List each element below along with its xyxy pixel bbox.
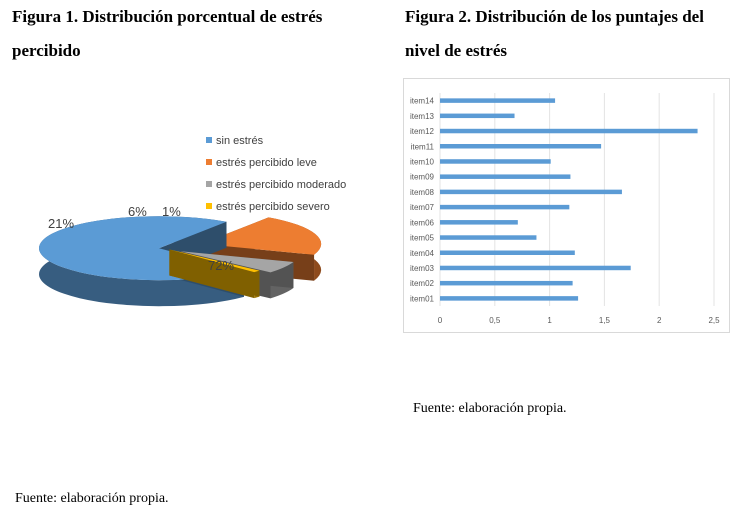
- figure2-source: Fuente: elaboración propia.: [413, 401, 567, 416]
- legend-swatch-3: [206, 181, 212, 187]
- legend-label-3: estrés percibido moderado: [216, 179, 346, 191]
- bar-item09: [440, 174, 571, 179]
- y-tick-label-item07: item07: [410, 203, 435, 212]
- x-tick-label-4: 2: [657, 316, 662, 325]
- x-tick-label-2: 1: [547, 316, 552, 325]
- pie-label-4: 1%: [162, 204, 181, 219]
- pie-label-2: 21%: [48, 216, 74, 231]
- figure1-title: Figura 1. Distribución porcentual de est…: [12, 7, 323, 60]
- bar-item11: [440, 144, 602, 149]
- y-tick-label-item01: item01: [410, 294, 435, 303]
- legend-swatch-4: [206, 203, 212, 209]
- bar-chart: 0 0,5 1 1,5 2 2,5 item01 item02 item03 item04 item…: [410, 93, 720, 325]
- bar-item05: [440, 235, 537, 240]
- legend-swatch-2: [206, 159, 212, 165]
- bar-item06: [440, 220, 518, 225]
- bar-item02: [440, 280, 573, 286]
- bar-item14: [440, 98, 556, 103]
- figure1-source: Fuente: elaboración propia.: [15, 491, 169, 506]
- legend-label-2: estrés percibido leve: [216, 157, 317, 169]
- y-tick-label-item02: item02: [410, 279, 435, 288]
- y-tick-label-item03: item03: [410, 264, 435, 273]
- y-tick-label-item09: item09: [410, 173, 435, 182]
- pie-label-3: 6%: [128, 204, 147, 219]
- x-tick-label-1: 0,5: [489, 316, 501, 325]
- bar-item04: [440, 250, 575, 255]
- legend-label-4: estrés percibido severo: [216, 201, 330, 213]
- legend-swatch-1: [206, 137, 212, 143]
- pie-chart: 72% 21% 6% 1% sin estrés estrés percibido lev…: [39, 135, 346, 307]
- y-tick-label-item06: item06: [410, 218, 435, 227]
- y-tick-label-item12: item12: [410, 127, 435, 136]
- legend-label-1: sin estrés: [216, 135, 264, 147]
- bar-item10: [440, 159, 551, 164]
- y-tick-label-item10: item10: [410, 157, 435, 166]
- bar-item03: [440, 265, 631, 271]
- bar-item13: [440, 113, 515, 119]
- y-tick-label-item13: item13: [410, 112, 435, 121]
- y-tick-label-item05: item05: [410, 234, 435, 243]
- x-tick-label-3: 1,5: [599, 316, 611, 325]
- y-tick-label-item11: item11: [411, 142, 435, 151]
- y-tick-label-item14: item14: [410, 97, 435, 106]
- figure2-title: Figura 2. Distribución de los puntajes d…: [405, 7, 704, 60]
- bar-item12: [440, 128, 698, 134]
- bar-chart-frame: 0 0,5 1 1,5 2 2,5 item01 item02 item03 item04 item…: [403, 78, 730, 333]
- x-tick-label-0: 0: [438, 316, 443, 325]
- bar-item07: [440, 204, 570, 210]
- bar-item01: [440, 296, 579, 301]
- x-tick-label-5: 2,5: [708, 316, 720, 325]
- y-tick-label-item04: item04: [410, 249, 435, 258]
- y-tick-label-item08: item08: [410, 188, 435, 197]
- bar-item08: [440, 189, 622, 195]
- pie-slice-4: [169, 249, 260, 299]
- pie-label-1: 72%: [208, 258, 234, 273]
